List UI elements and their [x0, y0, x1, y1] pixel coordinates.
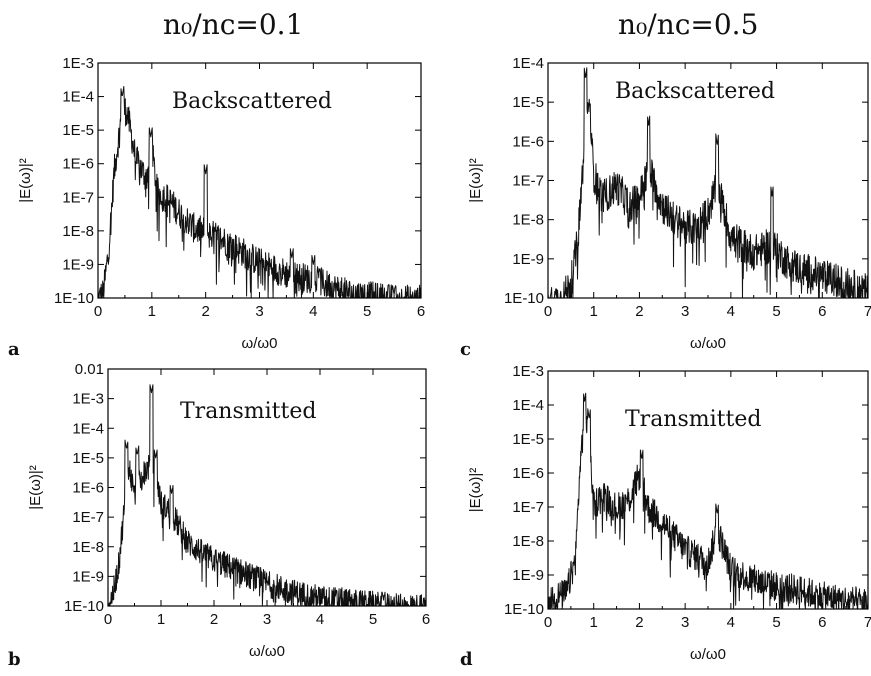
panel-b: 0 1 2 3 4 5 6 1E-10 1E-9 1E-8 1E-7 1E-6 1E-5 1E-4 1E-3…	[8, 361, 430, 670]
x-tick-label: 0	[94, 303, 102, 320]
y-tick-label: 1E-10	[54, 290, 94, 307]
y-tick-label: 1E-9	[62, 256, 94, 273]
x-tick-label: 5	[369, 611, 377, 628]
y-tick-label: 1E-3	[512, 363, 544, 380]
column-title-right: n₀/nᴄ=0.5	[618, 8, 759, 41]
y-tick-label: 1E-4	[72, 420, 104, 437]
x-tick-label: 6	[422, 611, 430, 628]
x-tick-label: 7	[864, 614, 871, 631]
panel-letter-b: b	[8, 649, 21, 670]
panel-letter-c: c	[460, 339, 471, 360]
x-tick-label: 1	[148, 303, 156, 320]
annotation-d: Transmitted	[625, 407, 761, 432]
y-tick-label: 1E-7	[72, 509, 104, 526]
x-tick-label: 0	[544, 303, 552, 320]
annotation-c: Backscattered	[615, 79, 775, 104]
x-tick-label: 6	[417, 303, 425, 320]
panel-a: 0 1 2 3 4 5 6 1E-10 1E-9 1E-8 1E-7 1E-6 1E-5 1E-4 1E-3…	[8, 55, 425, 360]
x-tick-label: 0	[104, 611, 112, 628]
y-tick-label: 1E-8	[512, 533, 544, 550]
y-tick-label: 1E-8	[62, 223, 94, 240]
y-tick-label: 1E-10	[64, 598, 104, 615]
y-axis-label: |E(ω)|²	[17, 158, 34, 203]
x-tick-label: 4	[309, 303, 317, 320]
annotation-a: Backscattered	[172, 89, 332, 114]
x-tick-label: 5	[772, 303, 780, 320]
y-tick-label: 1E-5	[62, 122, 94, 139]
y-tick-label: 1E-3	[62, 55, 94, 72]
y-tick-label: 1E-6	[512, 133, 544, 150]
y-tick-label: 1E-5	[512, 431, 544, 448]
y-tick-label: 1E-6	[512, 465, 544, 482]
y-tick-label: 1E-6	[62, 156, 94, 173]
x-tick-label: 1	[590, 614, 598, 631]
y-axis-label: |E(ω)|²	[467, 158, 484, 203]
x-axis-label: ω/ω0	[242, 335, 278, 352]
panel-letter-d: d	[460, 649, 473, 670]
x-tick-label: 6	[818, 303, 826, 320]
y-tick-label: 1E-4	[512, 55, 544, 72]
x-tick-label: 3	[681, 614, 689, 631]
y-tick-label: 0.01	[75, 361, 104, 378]
x-tick-label: 2	[210, 611, 218, 628]
y-tick-label: 1E-9	[512, 251, 544, 268]
x-tick-label: 4	[727, 303, 735, 320]
y-tick-label: 1E-6	[72, 480, 104, 497]
x-axis-label: ω/ω0	[690, 335, 726, 352]
spectrum-trace-d	[547, 392, 869, 610]
x-tick-label: 3	[681, 303, 689, 320]
y-tick-label: 1E-7	[62, 189, 94, 206]
y-tick-label: 1E-4	[512, 397, 544, 414]
x-tick-label: 4	[316, 611, 324, 628]
x-tick-label: 4	[727, 614, 735, 631]
y-tick-label: 1E-5	[512, 94, 544, 111]
panel-letter-a: a	[8, 339, 20, 360]
y-tick-label: 1E-10	[504, 290, 544, 307]
x-tick-label: 2	[635, 303, 643, 320]
y-tick-label: 1E-9	[512, 567, 544, 584]
y-tick-label: 1E-8	[512, 212, 544, 229]
x-axis-label: ω/ω0	[249, 643, 285, 660]
x-tick-label: 1	[157, 611, 165, 628]
y-tick-label: 1E-10	[504, 601, 544, 618]
spectrum-trace-a	[97, 86, 422, 299]
x-tick-label: 0	[544, 614, 552, 631]
annotation-b: Transmitted	[180, 399, 316, 424]
y-tick-label: 1E-5	[72, 450, 104, 467]
y-tick-label: 1E-4	[62, 89, 94, 106]
y-axis-label: |E(ω)|²	[467, 468, 484, 513]
panel-d: 0 1 2 3 4 5 6 7 1E-10 1E-9 1E-8 1E-7 1E-6 1E-5 1E-4 1E-…	[460, 363, 871, 670]
y-tick-label: 1E-7	[512, 173, 544, 190]
y-tick-label: 1E-9	[72, 568, 104, 585]
x-tick-label: 3	[255, 303, 263, 320]
spectrum-trace-c	[547, 67, 869, 299]
x-axis-label: ω/ω0	[690, 646, 726, 663]
y-tick-label: 1E-7	[512, 499, 544, 516]
x-tick-label: 1	[590, 303, 598, 320]
panel-c: 0 1 2 3 4 5 6 7 1E-10 1E-9 1E-8 1E-7 1E-6 1E-5 1E-4 Bac…	[460, 55, 871, 360]
x-tick-label: 6	[818, 614, 826, 631]
column-title-left: n₀/nᴄ=0.1	[163, 8, 304, 41]
x-tick-label: 5	[772, 614, 780, 631]
y-tick-label: 1E-3	[72, 391, 104, 408]
x-tick-label: 3	[263, 611, 271, 628]
y-axis-label: |E(ω)|²	[27, 465, 44, 510]
x-tick-label: 7	[864, 303, 871, 320]
y-tick-label: 1E-8	[72, 539, 104, 556]
x-tick-label: 2	[201, 303, 209, 320]
x-tick-label: 5	[363, 303, 371, 320]
x-tick-label: 2	[635, 614, 643, 631]
